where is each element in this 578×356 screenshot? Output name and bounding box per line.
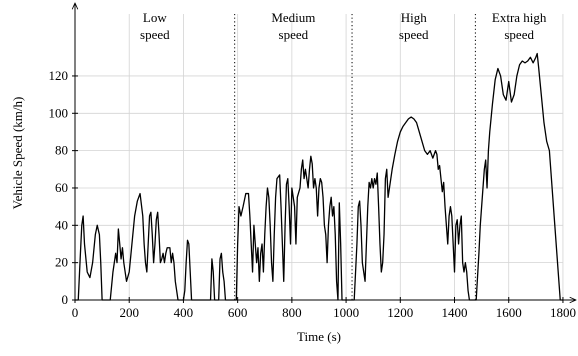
x-tick-label: 800 xyxy=(282,305,302,320)
phase-label: High xyxy=(401,10,428,25)
y-tick-label: 120 xyxy=(49,68,69,83)
x-tick-label: 600 xyxy=(228,305,248,320)
x-tick-label: 0 xyxy=(72,305,79,320)
phase-label: Medium xyxy=(271,10,315,25)
x-tick-label: 1000 xyxy=(333,305,359,320)
x-tick-label: 1800 xyxy=(550,305,576,320)
speed-line xyxy=(75,52,563,301)
phase-label: speed xyxy=(140,27,170,42)
x-tick-label: 400 xyxy=(174,305,194,320)
y-axis-label: Vehicle Speed (km/h) xyxy=(10,97,25,210)
phase-label: Extra high xyxy=(492,10,547,25)
y-tick-label: 100 xyxy=(49,105,69,120)
phase-label: speed xyxy=(504,27,534,42)
y-tick-label: 60 xyxy=(55,180,68,195)
y-tick-label: 20 xyxy=(55,255,68,270)
y-tick-label: 80 xyxy=(55,143,68,158)
x-tick-label: 200 xyxy=(119,305,139,320)
y-tick-label: 0 xyxy=(62,292,69,307)
x-tick-label: 1600 xyxy=(496,305,522,320)
x-tick-label: 1200 xyxy=(387,305,413,320)
x-tick-label: 1400 xyxy=(442,305,468,320)
y-tick-label: 40 xyxy=(55,217,68,232)
phase-label: Low xyxy=(143,10,167,25)
phase-label: speed xyxy=(399,27,429,42)
x-axis-label: Time (s) xyxy=(297,329,341,344)
plot xyxy=(75,14,563,301)
phase-label: speed xyxy=(279,27,309,42)
